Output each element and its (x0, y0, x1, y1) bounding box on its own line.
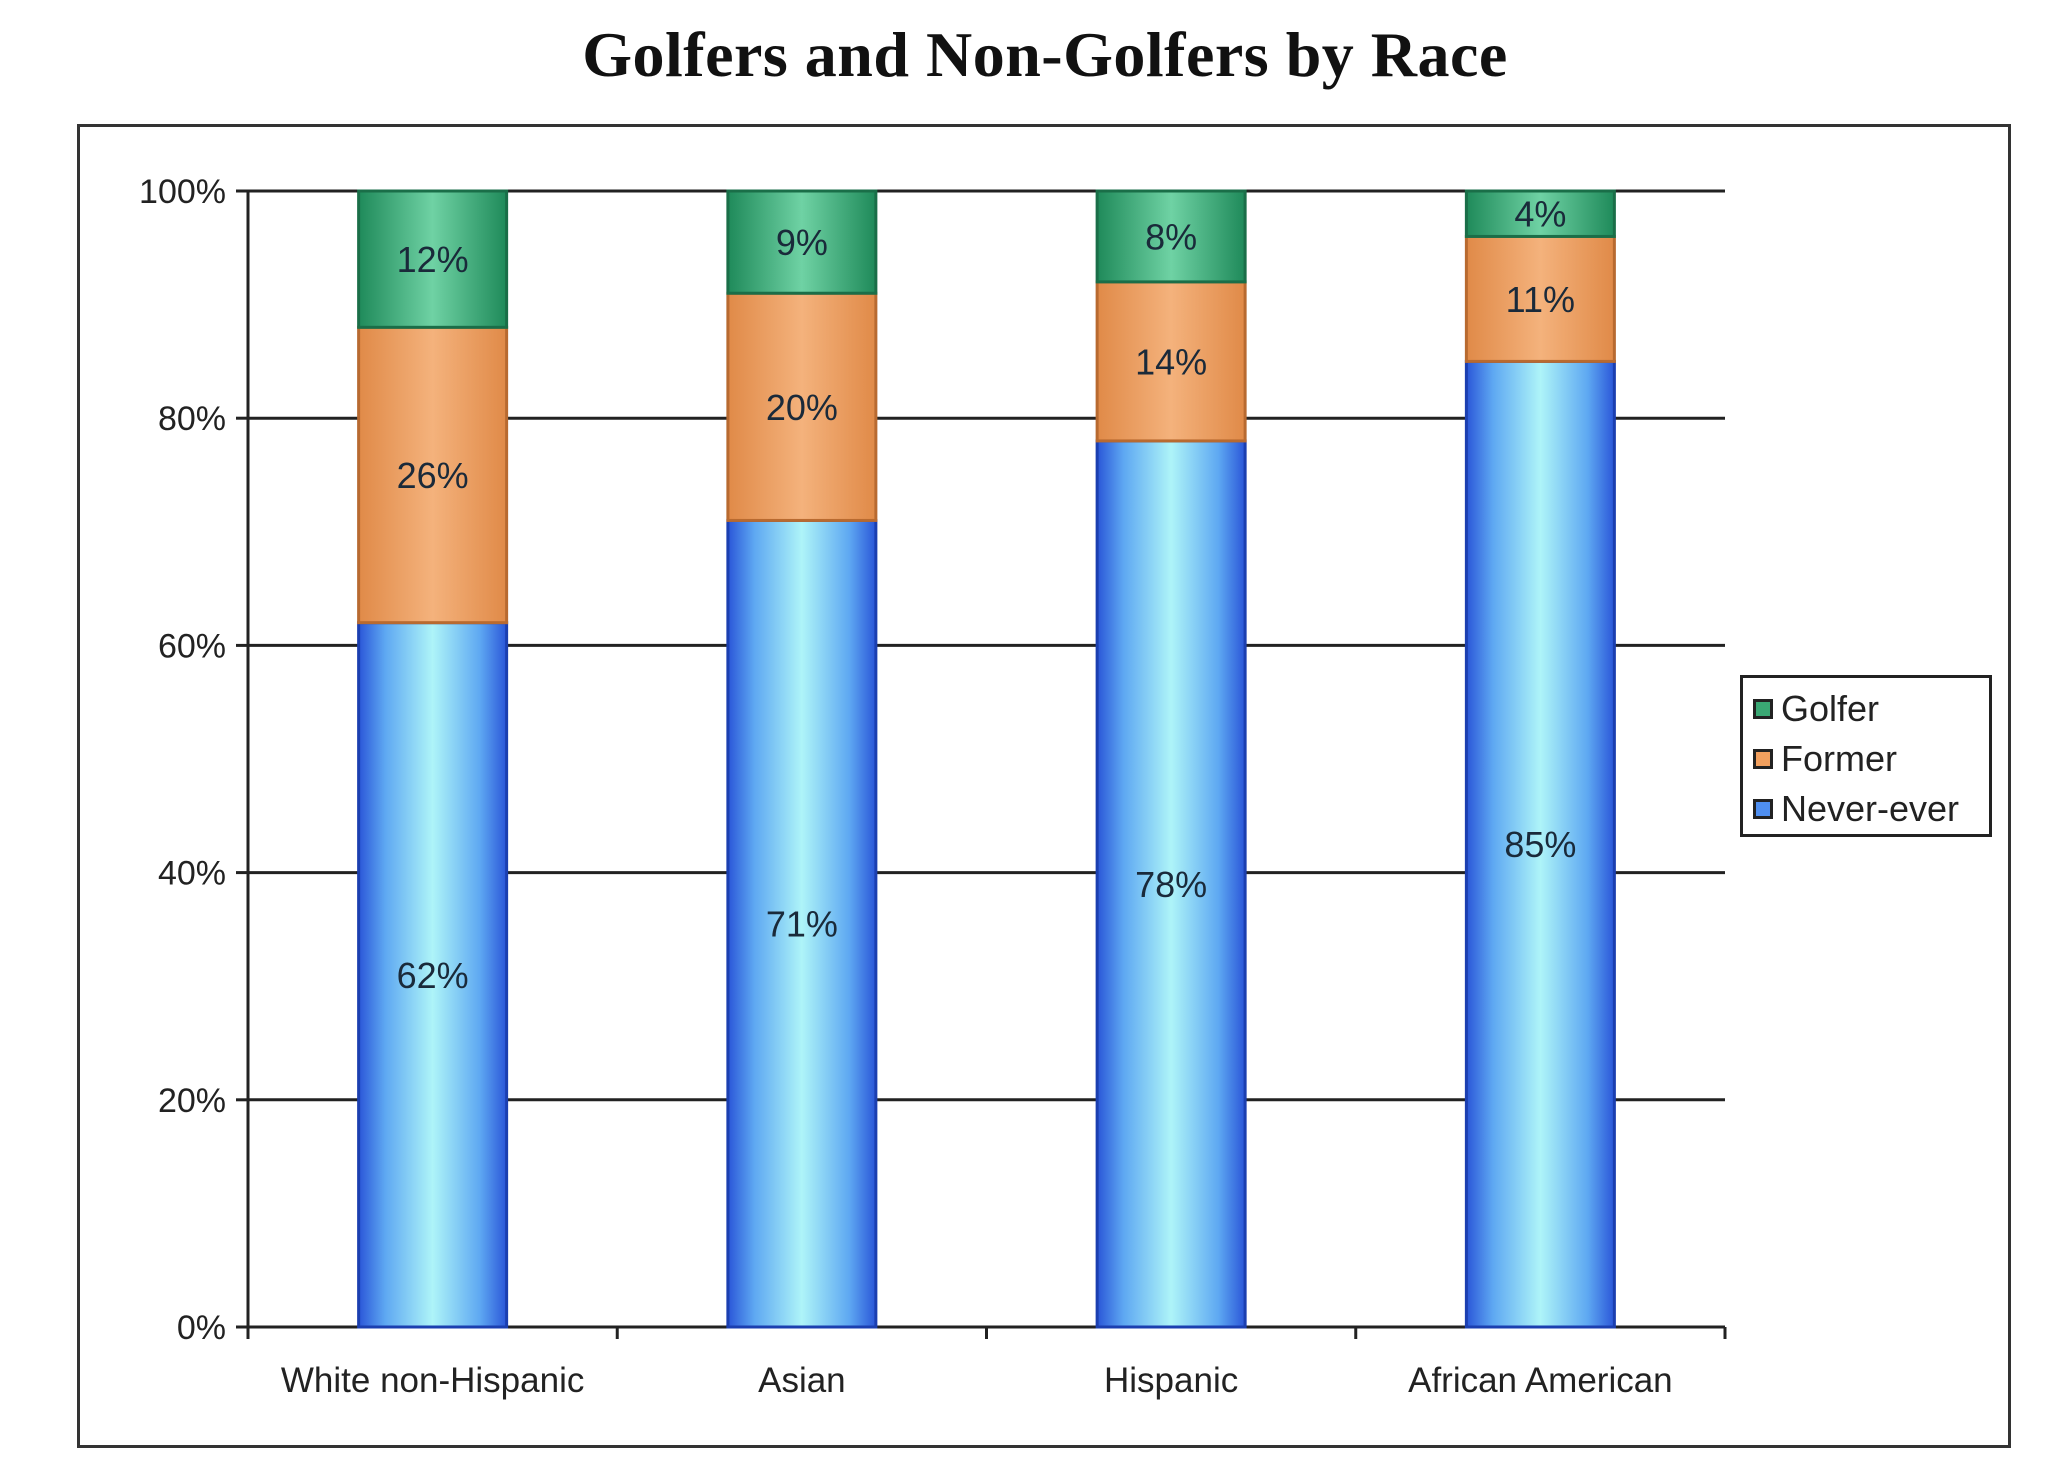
data-label: 71% (766, 904, 838, 945)
bar-segment-former (357, 325, 509, 625)
y-tick-label: 40% (158, 855, 226, 893)
data-label: 14% (1135, 341, 1207, 382)
x-tick-label: African American (1408, 1361, 1673, 1400)
bar-segment-golfer (357, 189, 509, 329)
legend-swatch (1753, 699, 1773, 719)
legend-label: Former (1781, 738, 1897, 779)
bar-segment-golfer (726, 189, 878, 295)
data-label: 8% (1145, 216, 1197, 257)
y-tick-label: 100% (139, 173, 226, 211)
data-label: 26% (397, 455, 469, 496)
legend-item: Former (1753, 734, 1989, 784)
bar-segment-former (726, 291, 878, 522)
legend: Golfer Former Never-ever (1740, 675, 1992, 837)
x-tick-label: White non-Hispanic (281, 1361, 584, 1400)
data-label: 85% (1504, 824, 1576, 865)
x-tick-label: Asian (758, 1361, 846, 1400)
data-label: 9% (776, 222, 828, 263)
y-tick-label: 80% (158, 400, 226, 438)
y-tick-label: 0% (177, 1309, 226, 1347)
bar-segment-never-ever (726, 518, 878, 1329)
y-tick-label: 60% (158, 627, 226, 665)
legend-label: Golfer (1781, 688, 1880, 729)
bar-segment-golfer (1095, 189, 1247, 284)
legend-item: Never-ever (1753, 784, 1989, 834)
data-label: 11% (1506, 279, 1575, 320)
bar-segment-never-ever (357, 621, 509, 1329)
chart-title: Golfers and Non-Golfers by Race (582, 19, 1508, 90)
chart-frame (77, 124, 2011, 1448)
data-label: 4% (1514, 194, 1566, 235)
bar-segment-golfer (1464, 189, 1616, 238)
legend-swatch (1753, 799, 1773, 819)
data-label: 78% (1135, 864, 1207, 905)
legend-label: Never-ever (1781, 788, 1960, 829)
data-label: 20% (766, 387, 838, 428)
x-tick-label: Hispanic (1104, 1361, 1238, 1400)
y-tick-label: 20% (158, 1082, 226, 1120)
data-label: 12% (397, 239, 469, 280)
data-label: 62% (397, 955, 469, 996)
bar-segment-never-ever (1464, 359, 1616, 1329)
legend-item: Golfer (1753, 684, 1989, 734)
legend-swatch (1753, 749, 1773, 769)
